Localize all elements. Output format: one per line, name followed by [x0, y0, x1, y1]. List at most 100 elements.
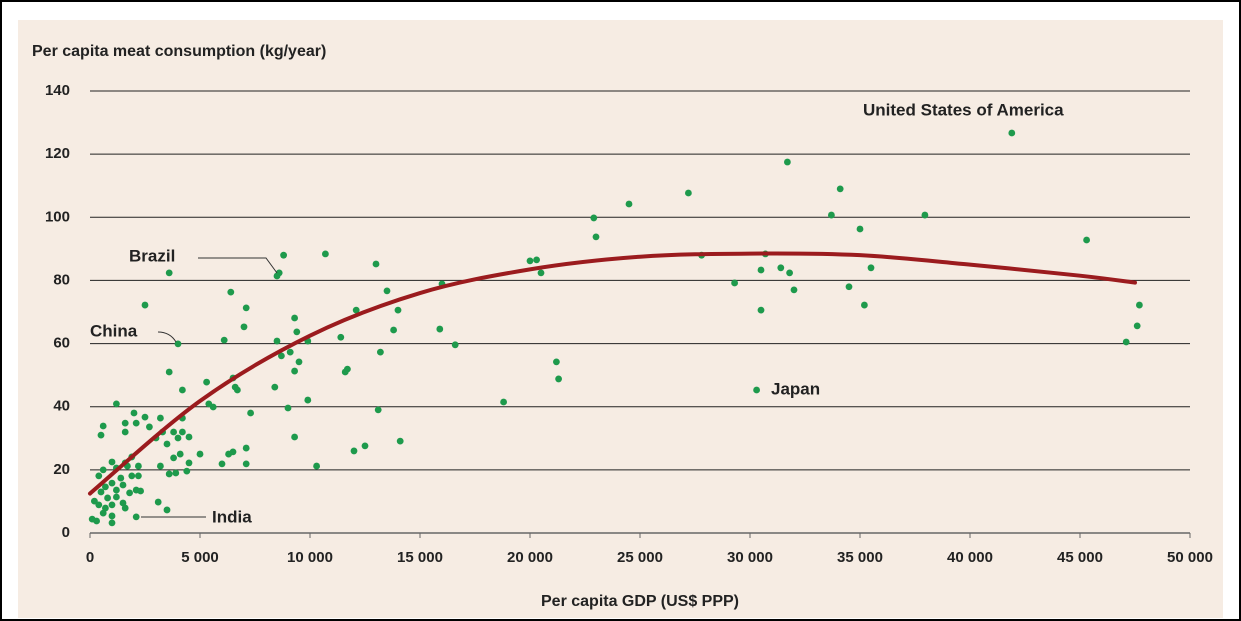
point: [163, 440, 171, 448]
point: [91, 497, 98, 505]
point: [786, 269, 793, 277]
point: [126, 489, 133, 497]
point: [790, 286, 798, 294]
point: [130, 409, 138, 417]
point: [93, 517, 100, 525]
y-tick-label: 100: [45, 208, 70, 225]
point: [836, 185, 844, 193]
point: [625, 200, 633, 208]
point: [1083, 236, 1090, 244]
point: [284, 404, 292, 412]
point: [337, 333, 345, 341]
point: [757, 266, 765, 274]
point: [137, 487, 145, 495]
x-tick-label: 35 000: [837, 549, 883, 566]
point: [304, 396, 312, 404]
point: [396, 437, 404, 445]
point: [921, 211, 929, 219]
point: [185, 459, 193, 467]
annotation: Japan: [771, 379, 820, 398]
point: [247, 409, 255, 417]
y-tick-label: 80: [53, 271, 70, 288]
point: [242, 444, 250, 452]
x-tick-label: 0: [86, 549, 94, 566]
point: [537, 269, 545, 277]
point: [146, 423, 153, 431]
point: [731, 279, 738, 287]
point: [1136, 301, 1143, 309]
annotation: United States of America: [863, 100, 1064, 119]
point: [196, 450, 204, 458]
point: [383, 287, 391, 295]
point: [590, 214, 598, 222]
point: [95, 501, 103, 509]
point: [500, 398, 507, 406]
chart-title: Per capita meat consumption (kg/year): [32, 43, 326, 60]
point: [1122, 338, 1130, 346]
point: [117, 474, 125, 482]
point: [174, 434, 182, 442]
point: [685, 189, 692, 197]
annotation: China: [90, 321, 138, 340]
point: [553, 358, 560, 366]
annotation: India: [212, 507, 252, 526]
point: [170, 454, 178, 462]
point: [185, 433, 193, 441]
point: [113, 486, 120, 494]
point: [220, 336, 228, 344]
point: [179, 428, 186, 436]
point: [203, 378, 211, 386]
point: [291, 433, 298, 441]
point: [205, 400, 213, 408]
point: [784, 158, 791, 166]
point: [313, 462, 320, 470]
point: [436, 325, 444, 333]
point: [374, 406, 382, 414]
point: [273, 337, 281, 345]
point: [322, 250, 329, 258]
point: [132, 419, 140, 427]
point: [108, 479, 116, 487]
point: [271, 383, 279, 391]
point: [174, 340, 182, 348]
point: [861, 301, 868, 309]
point: [280, 251, 287, 259]
point: [99, 509, 107, 517]
point: [154, 498, 162, 506]
trend-line: [88, 251, 1137, 496]
point: [163, 506, 171, 514]
x-tick-label: 15 000: [397, 549, 443, 566]
point: [172, 469, 180, 477]
y-tick-label: 40: [53, 398, 70, 415]
point: [157, 414, 164, 422]
point: [165, 368, 173, 376]
point: [179, 386, 186, 394]
point: [867, 264, 875, 272]
grid: 0 20 40 60 80 100 120 140 0 5 000 10 000 15 000 20 0…: [45, 82, 1213, 566]
x-tick-label: 5 000: [181, 549, 219, 566]
point: [119, 481, 127, 489]
point: [291, 367, 298, 375]
point: [121, 504, 129, 512]
point: [132, 513, 140, 521]
y-tick-label: 60: [53, 335, 70, 352]
point: [113, 400, 120, 408]
point: [104, 494, 111, 502]
x-tick-label: 40 000: [947, 549, 993, 566]
point: [293, 328, 301, 336]
y-tick-label: 120: [45, 145, 70, 162]
x-tick-label: 45 000: [1057, 549, 1103, 566]
point: [350, 447, 358, 455]
x-axis-label: Per capita GDP (US$ PPP): [541, 593, 739, 610]
point: [135, 472, 142, 480]
point: [757, 306, 765, 314]
point: [390, 326, 397, 334]
x-tick-label: 30 000: [727, 549, 773, 566]
point: [291, 314, 298, 322]
point: [777, 264, 785, 272]
point: [165, 470, 173, 478]
x-tick-label: 20 000: [507, 549, 553, 566]
point: [242, 460, 250, 468]
annotation: Brazil: [129, 246, 175, 265]
